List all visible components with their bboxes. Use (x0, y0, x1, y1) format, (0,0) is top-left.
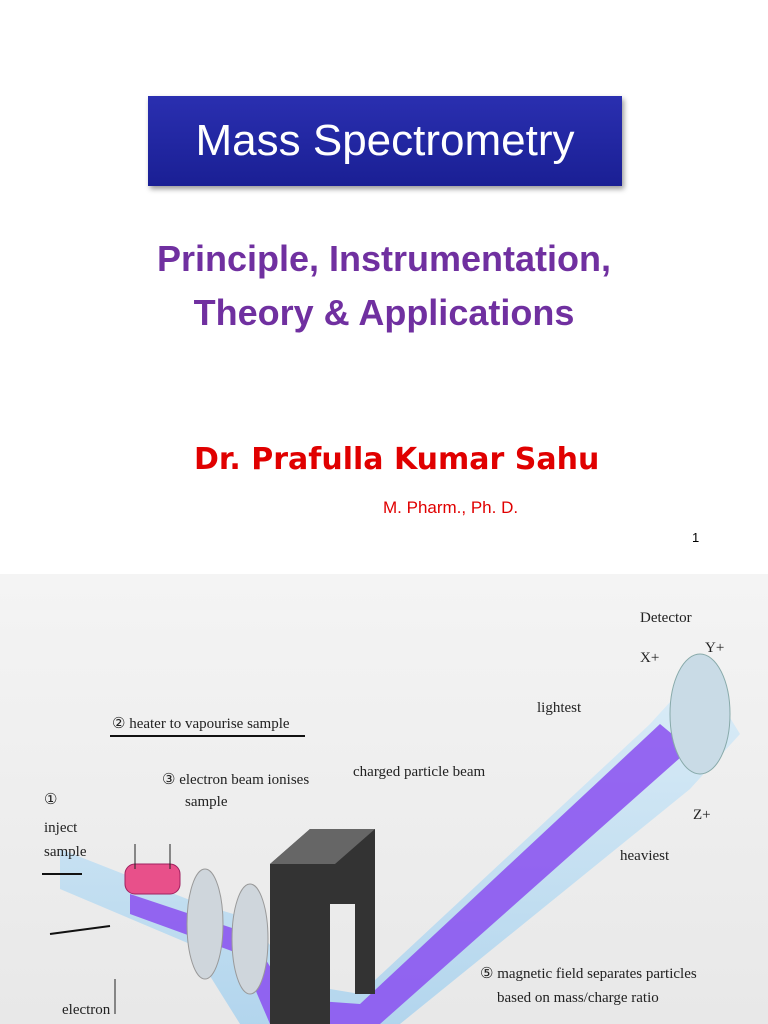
arrow (49, 925, 111, 935)
label: heaviest (620, 848, 670, 864)
slide-title: Mass Spectrometry (148, 96, 622, 186)
magnet (270, 829, 375, 1024)
label: sample (44, 844, 87, 860)
label: Z+ (693, 807, 711, 823)
label: X+ (640, 650, 659, 666)
label: ⑤ magnetic field separates particles (480, 966, 697, 982)
label: Detector (640, 610, 692, 626)
plate (231, 883, 269, 995)
heater (124, 863, 181, 895)
author: Dr. Prafulla Kumar Sahu (194, 442, 600, 477)
label: based on mass/charge ratio (497, 990, 659, 1006)
label: charged particle beam (353, 764, 485, 780)
label: inject (44, 820, 78, 836)
degree: M. Pharm., Ph. D. (383, 498, 519, 517)
label: electron (62, 1002, 111, 1018)
label: ② heater to vapourise sample (112, 716, 290, 732)
subtitle-line: Principle, Instrumentation, (156, 238, 612, 279)
label: ① (44, 792, 57, 808)
diagram: Detector X+ Y+ Z+ lightest heaviest ② he… (0, 574, 768, 1024)
subtitle-line: Theory & Applications (193, 292, 575, 333)
page-number: 1 (692, 530, 700, 545)
plate (186, 868, 224, 980)
detector (669, 653, 731, 775)
label: sample (185, 794, 228, 810)
magnet-top (270, 829, 375, 864)
label: ③ electron beam ionises (162, 772, 309, 788)
label: lightest (537, 700, 582, 716)
label: Y+ (705, 640, 724, 656)
particle-beam (130, 724, 690, 1024)
